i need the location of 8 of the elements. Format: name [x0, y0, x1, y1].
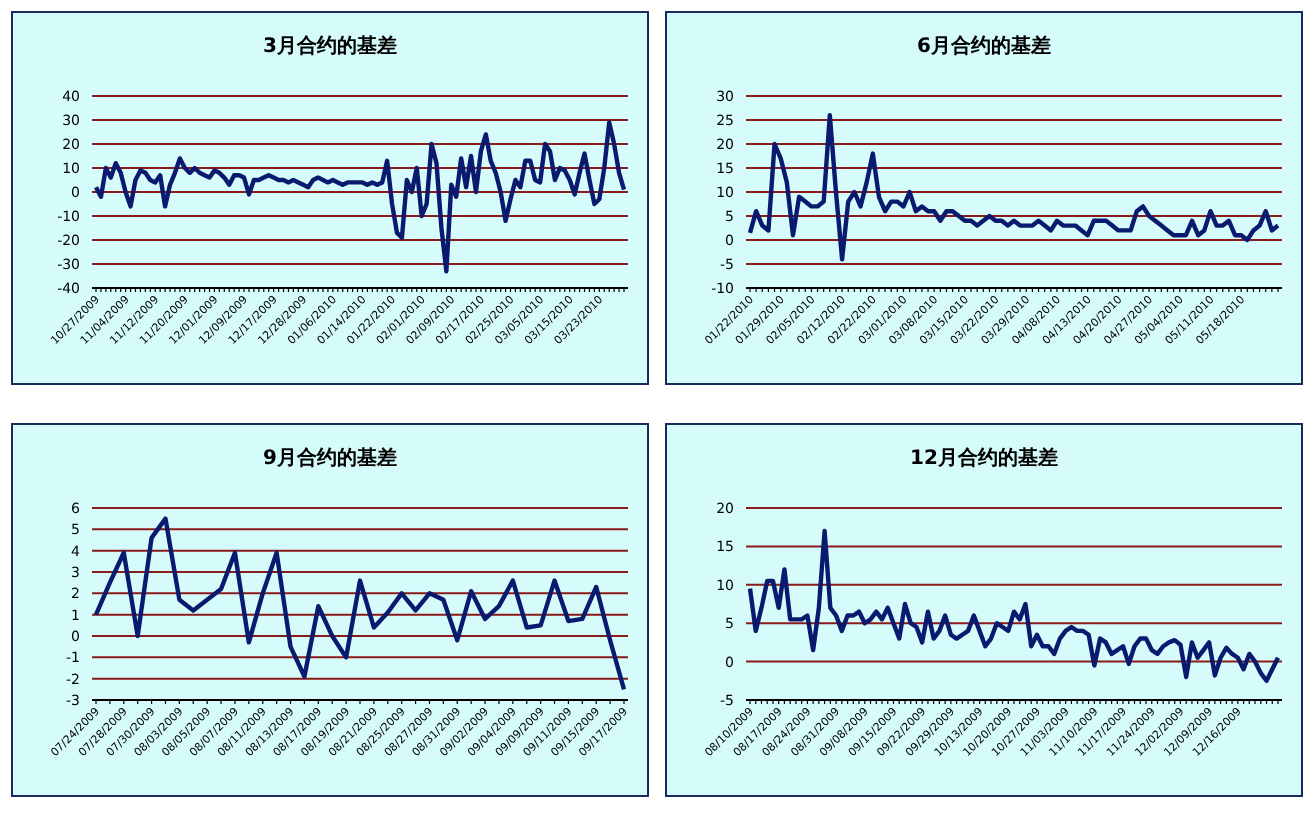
line-series [93, 120, 627, 274]
line-series [747, 113, 1281, 262]
chart-title: 12月合约的基差 [910, 446, 1058, 470]
line-series [93, 516, 627, 692]
line-series [747, 528, 1281, 683]
chart-title: 6月合约的基差 [917, 34, 1051, 58]
chart-title: 3月合约的基差 [263, 34, 397, 58]
chart-title: 9月合约的基差 [263, 446, 397, 470]
